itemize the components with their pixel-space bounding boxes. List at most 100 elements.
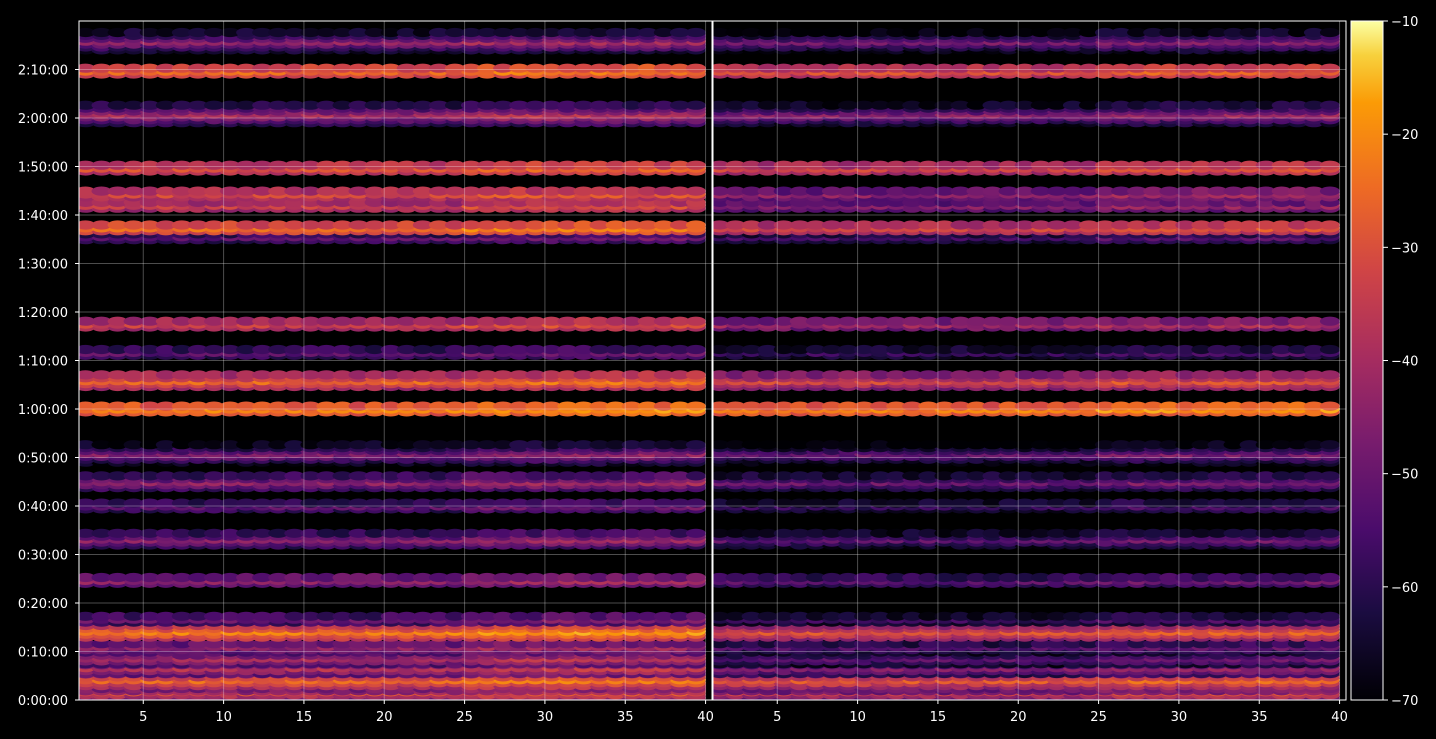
heatmap-cell [493, 344, 514, 355]
heatmap-cell [252, 498, 273, 508]
heatmap-cell [685, 528, 706, 538]
heatmap-cell [461, 63, 481, 73]
heatmap-cell [332, 370, 353, 380]
heatmap-cell [79, 440, 96, 450]
heatmap-cell [557, 160, 578, 170]
heatmap-cell [348, 370, 369, 380]
heatmap-cell [589, 160, 610, 170]
heatmap-cell [461, 639, 481, 649]
heatmap-cell [653, 572, 674, 583]
heatmap-cell [268, 528, 289, 538]
heatmap-cell [348, 220, 369, 230]
heatmap-cell [669, 572, 690, 583]
heatmap-cell [589, 611, 610, 621]
heatmap-cell [428, 528, 449, 538]
heatmap-cell [284, 528, 305, 538]
heatmap-cell [541, 639, 562, 649]
heatmap-cell [461, 27, 481, 38]
heatmap-cell [252, 572, 273, 583]
heatmap-cell [685, 498, 706, 508]
heatmap-cell [573, 401, 594, 411]
heatmap-cell [380, 572, 401, 583]
heatmap-cell [187, 528, 208, 538]
heatmap-cell [525, 316, 546, 326]
heatmap-cell [557, 27, 578, 38]
heatmap-cell [187, 220, 208, 230]
heatmap-cell [348, 316, 369, 326]
heatmap-cell [637, 344, 658, 355]
heatmap-cell [284, 370, 305, 380]
heatmap-cell [252, 100, 273, 110]
heatmap-cell [428, 498, 449, 508]
heatmap-cell [252, 63, 273, 73]
heatmap-cell [621, 186, 642, 196]
heatmap-cell [621, 220, 642, 230]
heatmap-cell [573, 220, 594, 230]
heatmap-cell [300, 440, 321, 450]
heatmap-cell [204, 316, 224, 326]
heatmap-cell [412, 220, 433, 230]
heatmap-cell [637, 401, 658, 411]
heatmap-cell [605, 63, 626, 73]
heatmap-cell [557, 611, 578, 621]
heatmap-cell [107, 27, 128, 38]
heatmap-cell [477, 639, 498, 649]
heatmap-cell [300, 344, 321, 355]
heatmap-cell [300, 63, 321, 73]
heatmap-cell [123, 370, 144, 380]
heatmap-cell [380, 63, 401, 73]
heatmap-cell [669, 27, 690, 38]
heatmap-cell [557, 316, 578, 326]
left-panel [78, 20, 713, 701]
heatmap-cell [669, 186, 690, 196]
heatmap-cell [685, 100, 706, 110]
heatmap-cell [364, 401, 385, 411]
heatmap-cell [171, 471, 192, 481]
heatmap-cell [605, 100, 626, 110]
heatmap-cell [316, 401, 337, 411]
heatmap-cell [444, 498, 465, 508]
heatmap-cell [300, 639, 321, 649]
heatmap-cell [412, 370, 433, 380]
heatmap-cell [332, 471, 353, 481]
heatmap-cell [252, 440, 273, 450]
heatmap-cell [477, 471, 498, 481]
heatmap-cell [573, 316, 594, 326]
right-panel [712, 20, 1347, 701]
heatmap-cell [348, 344, 369, 355]
heatmap-cell [444, 440, 465, 450]
heatmap-cell [252, 528, 273, 538]
heatmap-cell [493, 498, 514, 508]
heatmap-cell [268, 63, 289, 73]
heatmap-cell [364, 316, 385, 326]
heatmap-cell [316, 611, 337, 621]
heatmap-cell [461, 498, 481, 508]
heatmap-cell [284, 344, 305, 355]
heatmap-cell [220, 528, 240, 538]
heatmap-cell [236, 639, 257, 649]
heatmap-cell [91, 528, 112, 538]
heatmap-cell [396, 498, 417, 508]
heatmap-cell [653, 528, 674, 538]
heatmap-cell [187, 572, 208, 583]
heatmap-cell [123, 344, 144, 355]
heatmap-cell [461, 316, 481, 326]
heatmap-cell [589, 498, 610, 508]
heatmap-cell [332, 100, 353, 110]
heatmap-cell [669, 370, 690, 380]
heatmap-cell [380, 370, 401, 380]
heatmap-cell [637, 316, 658, 326]
heatmap-cell [380, 344, 401, 355]
heatmap-cell [428, 401, 449, 411]
heatmap-cell [461, 440, 481, 450]
heatmap-cell [171, 344, 192, 355]
heatmap-cell [155, 186, 176, 196]
heatmap-cell [123, 572, 144, 583]
heatmap-cell [541, 572, 562, 583]
heatmap-cell [300, 370, 321, 380]
heatmap-cell [637, 471, 658, 481]
heatmap-cell [300, 160, 321, 170]
heatmap-cell [493, 100, 514, 110]
heatmap-cell [107, 572, 128, 583]
heatmap-cell [493, 63, 514, 73]
